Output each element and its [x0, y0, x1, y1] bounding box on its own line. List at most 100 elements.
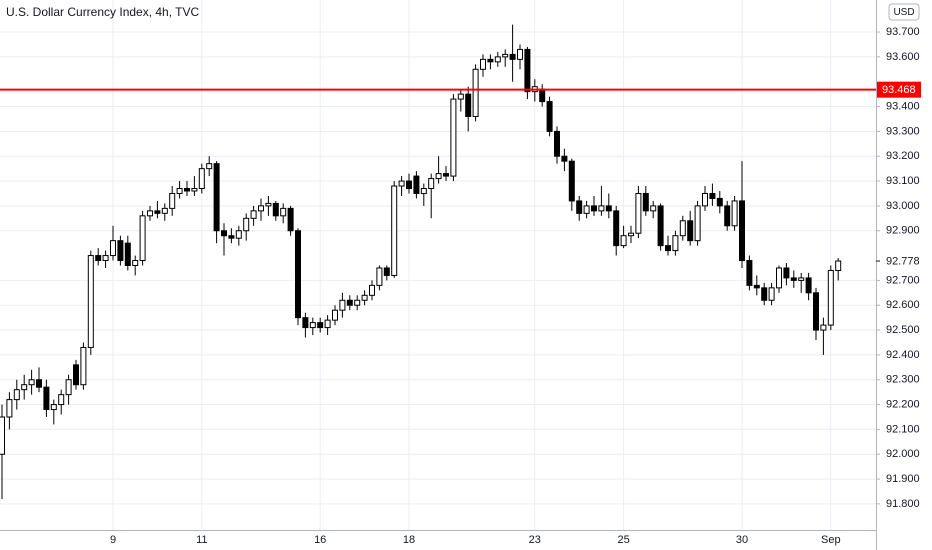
candle-body	[391, 185, 398, 276]
candle-body	[820, 324, 827, 331]
candle-body	[443, 173, 449, 177]
candle-body	[191, 188, 198, 192]
candle-body	[346, 299, 353, 306]
candle-body	[472, 68, 479, 117]
candle-body	[583, 205, 590, 214]
candle-body	[13, 389, 20, 401]
y-tick-label: 93.000	[886, 200, 920, 212]
candle-body	[672, 235, 679, 252]
candle-body	[309, 322, 316, 329]
candle-body	[450, 98, 457, 177]
candle-body	[539, 88, 546, 103]
y-tick-label: 92.500	[886, 324, 920, 336]
candle-body	[339, 299, 346, 311]
candle-body	[280, 207, 287, 217]
candle-body	[235, 230, 242, 239]
candle-body	[206, 163, 213, 170]
last-price-label: 92.778	[886, 255, 920, 267]
candle-body	[517, 48, 523, 60]
candle-body	[835, 260, 842, 271]
candle-body	[398, 180, 405, 187]
candle-body	[287, 207, 294, 232]
candle-body	[73, 364, 79, 386]
y-tick-label: 92.400	[886, 349, 920, 361]
candle-body	[65, 379, 72, 396]
candle-body	[798, 277, 805, 281]
y-tick-label: 93.300	[886, 125, 920, 137]
hline-label: 93.468	[882, 84, 916, 96]
candle-body	[739, 200, 745, 262]
candle-body	[591, 205, 597, 212]
candle-body	[657, 205, 664, 247]
candle-body	[110, 240, 116, 257]
x-tick-label: Sep	[821, 534, 841, 546]
candle-body	[650, 205, 657, 212]
candle-body	[58, 394, 65, 406]
y-tick-label: 92.900	[886, 225, 920, 237]
candle-body	[36, 379, 42, 388]
candle-body	[709, 192, 716, 199]
candle-body	[95, 255, 102, 262]
candle-body	[213, 163, 220, 232]
candle-body	[487, 58, 494, 63]
candle-body	[546, 101, 553, 132]
candle-body	[43, 386, 50, 411]
candle-body	[827, 269, 834, 326]
candle-body	[457, 93, 464, 100]
candles	[0, 24, 842, 499]
candle-body	[295, 230, 301, 319]
candle-body	[746, 260, 753, 286]
candle-body	[642, 192, 649, 212]
candle-body	[243, 217, 250, 232]
candle-body	[117, 240, 124, 262]
candle-body	[169, 192, 176, 209]
candle-body	[576, 200, 583, 214]
candle-body	[679, 220, 686, 237]
candle-body	[613, 210, 620, 247]
candle-body	[665, 245, 671, 252]
candle-body	[176, 188, 183, 194]
candle-body	[369, 284, 375, 296]
candle-body	[383, 267, 390, 276]
candle-body	[805, 277, 812, 294]
candle-body	[480, 58, 486, 70]
candle-body	[724, 205, 731, 227]
x-tick-label: 30	[736, 534, 748, 546]
y-tick-label: 91.900	[886, 473, 920, 485]
candle-body	[132, 260, 139, 266]
candle-body	[184, 188, 190, 192]
candle-body	[753, 284, 760, 289]
candle-body	[302, 317, 309, 329]
candle-body	[258, 205, 264, 212]
candle-body	[694, 205, 701, 242]
candle-body	[161, 207, 168, 214]
candle-body	[783, 267, 790, 279]
candle-body	[147, 210, 153, 217]
candle-body	[198, 168, 205, 190]
candle-body	[635, 192, 642, 234]
candle-body	[272, 202, 279, 217]
candle-body	[768, 287, 775, 301]
candle-body	[317, 322, 324, 329]
y-tick-label: 93.400	[886, 100, 920, 112]
y-tick-label: 93.100	[886, 175, 920, 187]
candle-body	[28, 379, 35, 386]
candle-body	[687, 220, 694, 242]
candle-body	[502, 53, 509, 58]
x-tick-label: 23	[529, 534, 541, 546]
last-price-bg	[877, 253, 927, 270]
candle-body	[494, 56, 501, 63]
candle-body	[731, 200, 738, 227]
candle-body	[524, 48, 531, 93]
y-tick-label: 92.100	[886, 423, 920, 435]
candle-body	[0, 416, 5, 455]
candle-body	[354, 299, 361, 306]
y-tick-label: 92.300	[886, 374, 920, 386]
candle-body	[605, 205, 612, 212]
candle-body	[790, 277, 797, 281]
candle-body	[124, 242, 131, 266]
candle-body	[87, 255, 94, 348]
x-tick-label: 18	[403, 534, 415, 546]
y-tick-label: 92.000	[886, 448, 920, 460]
currency-badge[interactable]	[888, 3, 920, 21]
